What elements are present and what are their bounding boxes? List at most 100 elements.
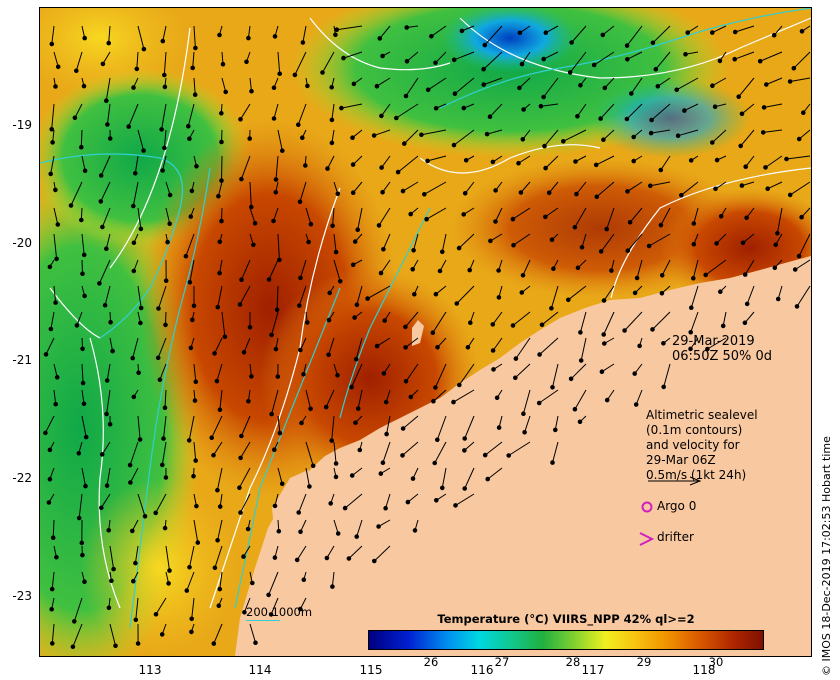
velocity-arrow (741, 103, 755, 115)
velocity-arrow (707, 337, 727, 350)
velocity-arrow-head (241, 350, 247, 355)
velocity-arrow (277, 467, 283, 484)
velocity-arrow-head (82, 35, 88, 41)
velocity-arrow (601, 363, 615, 373)
velocity-arrow (765, 155, 783, 168)
velocity-arrow-head (772, 265, 778, 271)
velocity-arrow (580, 337, 587, 361)
velocity-arrow-head (217, 504, 223, 509)
velocity-arrow-head (160, 462, 165, 468)
velocity-arrow-head (352, 315, 357, 320)
velocity-arrow-head (522, 430, 527, 435)
velocity-arrow-head (249, 374, 254, 379)
velocity-arrow-head (54, 554, 59, 560)
velocity-arrow-head (216, 193, 221, 199)
velocity-arrow (606, 207, 615, 230)
velocity-arrow-head (189, 629, 194, 635)
velocity-arrow-head (550, 460, 555, 465)
velocity-arrow-head (351, 81, 357, 87)
velocity-arrow-head (682, 108, 687, 113)
velocity-arrow-head (601, 332, 607, 337)
velocity-arrow (539, 337, 559, 355)
velocity-arrow-head (467, 267, 473, 273)
velocity-arrow-head (510, 216, 516, 222)
velocity-arrow (351, 363, 363, 388)
velocity-arrow-head (377, 36, 383, 41)
velocity-arrow-head (188, 345, 194, 351)
velocity-arrow (162, 25, 167, 42)
velocity-arrow-head (217, 407, 223, 413)
velocity-arrow-head (131, 203, 136, 209)
velocity-arrow-head (400, 453, 405, 458)
velocity-arrow (326, 545, 335, 559)
velocity-arrow-head (400, 188, 406, 194)
velocity-arrow (550, 285, 559, 309)
velocity-arrow (109, 623, 116, 646)
legend-line: 0.5m/s (1kt 24h) (646, 468, 747, 482)
argo-marker (641, 501, 653, 513)
velocity-arrow-head (138, 305, 144, 311)
velocity-arrow (275, 155, 279, 180)
velocity-arrow-head (97, 281, 102, 286)
velocity-arrow-head (138, 320, 143, 326)
lat-label-22: -22 (12, 471, 32, 485)
velocity-arrow (81, 233, 85, 255)
velocity-arrow-head (239, 277, 244, 283)
velocity-arrow-head (104, 246, 109, 251)
velocity-arrow-head (275, 374, 281, 379)
velocity-arrow-head (622, 328, 627, 333)
velocity-arrow-head (271, 116, 277, 121)
scale-arrow-head (689, 476, 702, 486)
velocity-arrow (431, 25, 447, 37)
velocity-arrow-head (253, 640, 258, 646)
velocity-arrow (433, 389, 447, 402)
velocity-arrow (331, 571, 335, 587)
velocity-arrow (520, 181, 531, 193)
velocity-arrow-head (79, 540, 85, 546)
velocity-arrow-head (126, 124, 131, 129)
velocity-arrow-head (80, 552, 85, 558)
velocity-arrow-head (82, 293, 87, 299)
velocity-arrow-head (655, 84, 661, 89)
velocity-arrow-head (82, 579, 87, 585)
velocity-arrow (100, 155, 111, 176)
velocity-arrow (162, 155, 167, 171)
velocity-arrow (78, 493, 83, 519)
velocity-arrow-head (550, 385, 555, 390)
velocity-arrow-head (272, 555, 278, 560)
velocity-arrow (650, 181, 671, 187)
velocity-arrow (576, 103, 587, 117)
velocity-arrow-head (718, 289, 723, 295)
velocity-arrow-head (269, 411, 274, 417)
velocity-arrow-head (246, 398, 251, 404)
velocity-arrow-head (573, 159, 578, 164)
velocity-arrow (627, 181, 643, 192)
velocity-arrow (540, 103, 559, 107)
velocity-arrow-head (238, 117, 243, 122)
velocity-arrow (626, 103, 643, 120)
velocity-arrow-head (539, 322, 545, 328)
velocity-arrow (458, 363, 475, 386)
velocity-arrow-head (244, 59, 249, 65)
velocity-arrow-head (333, 474, 339, 480)
bathymetry-legend-label: 200 1000m (246, 605, 313, 619)
velocity-arrow (405, 337, 419, 348)
lat-label-20: -20 (12, 236, 32, 250)
velocity-arrow-head (300, 40, 306, 45)
velocity-arrow (763, 129, 783, 133)
velocity-arrow-head (691, 242, 697, 247)
velocity-arrow (343, 51, 363, 59)
velocity-arrow-head (276, 528, 282, 534)
velocity-arrow (185, 233, 195, 257)
velocity-arrow (53, 389, 57, 405)
velocity-arrow (243, 597, 251, 613)
velocity-arrow (454, 77, 475, 95)
velocity-arrow-head (76, 515, 82, 521)
velocity-arrow-head (403, 93, 409, 99)
velocity-arrow-head (451, 399, 456, 405)
velocity-arrow-head (720, 323, 726, 329)
velocity-arrow (660, 155, 671, 171)
velocity-arrow-head (131, 394, 137, 400)
velocity-arrow-head (47, 264, 53, 270)
velocity-arrow-head (691, 276, 696, 281)
